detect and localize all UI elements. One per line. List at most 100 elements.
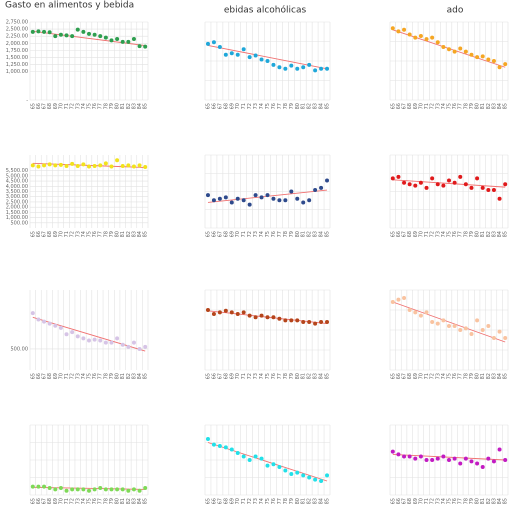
x-tick-label: 83 (313, 498, 319, 504)
x-tick-label: 70 (235, 498, 241, 504)
point (98, 34, 103, 39)
x-tick-label: 77 (98, 373, 104, 379)
x-tick-label: 80 (295, 231, 301, 237)
point (480, 185, 485, 190)
x-tick-label: 79 (469, 231, 475, 237)
point (103, 161, 108, 166)
x-tick-label: 68 (407, 103, 413, 109)
point (247, 55, 252, 60)
point (143, 44, 148, 49)
x-tick-label: 67 (217, 498, 223, 504)
point (115, 158, 120, 163)
point (131, 164, 136, 169)
point (259, 195, 264, 200)
x-tick-label: 71 (64, 103, 70, 109)
x-tick-label: 82 (307, 231, 313, 237)
point (441, 44, 446, 49)
point (289, 318, 294, 323)
x-tick-label: 70 (235, 231, 241, 237)
point (458, 328, 463, 332)
x-tick-label: 71 (424, 498, 430, 504)
x-tick-label: 84 (319, 231, 325, 237)
point (503, 336, 508, 340)
point (120, 39, 125, 44)
y-tick-label: 1,250.00 (6, 62, 28, 68)
point (131, 487, 136, 492)
x-tick-label: 81 (480, 103, 486, 109)
point (58, 325, 63, 330)
x-tick-label: 77 (458, 373, 464, 379)
x-tick-label: 80 (475, 373, 481, 379)
point (70, 161, 75, 166)
x-tick-label: 78 (463, 373, 469, 379)
point (81, 336, 86, 341)
x-tick-label: 73 (435, 373, 441, 379)
x-tick-label: 78 (103, 231, 109, 237)
point (475, 461, 480, 466)
point (295, 196, 300, 201)
x-tick-label: 85 (325, 498, 331, 504)
x-tick-label: 67 (42, 498, 48, 504)
point (441, 454, 446, 459)
x-tick-label: 84 (137, 231, 143, 237)
x-tick-label: 82 (126, 498, 132, 504)
x-tick-label: 67 (42, 373, 48, 379)
point (447, 458, 451, 462)
x-tick-label: 85 (143, 231, 149, 237)
point (491, 59, 496, 63)
x-tick-label: 67 (42, 231, 48, 237)
x-tick-label: 69 (53, 103, 59, 109)
point (92, 337, 97, 342)
x-tick-label: 83 (131, 498, 137, 504)
x-tick-label: 69 (53, 231, 59, 237)
point (325, 473, 330, 478)
point (301, 65, 306, 70)
x-tick-label: 81 (480, 231, 486, 237)
point (229, 51, 234, 56)
x-tick-label: 80 (475, 103, 481, 109)
point (396, 452, 401, 457)
point (283, 198, 288, 203)
x-tick-label: 70 (418, 103, 424, 109)
point (75, 487, 80, 492)
x-tick-label: 72 (430, 103, 436, 109)
x-tick-label: 75 (87, 103, 93, 109)
x-tick-label: 69 (413, 498, 419, 504)
x-tick-label: 81 (301, 498, 307, 504)
point (480, 328, 485, 332)
trend-line (32, 30, 146, 46)
point (143, 164, 148, 169)
point (47, 321, 52, 326)
point (271, 62, 276, 67)
point (115, 37, 120, 42)
x-tick-label: 83 (131, 231, 137, 237)
point (223, 445, 228, 450)
x-tick-label: 71 (241, 103, 247, 109)
point (277, 198, 282, 203)
x-tick-label: 75 (87, 373, 93, 379)
point (313, 321, 318, 326)
point (301, 320, 306, 324)
point (424, 310, 429, 315)
point (486, 188, 491, 193)
point (313, 477, 318, 482)
x-tick-label: 71 (424, 103, 430, 109)
point (435, 321, 440, 326)
x-tick-label: 81 (120, 103, 126, 109)
point (503, 182, 508, 187)
point (47, 486, 52, 490)
point (469, 459, 474, 464)
point (413, 183, 418, 188)
x-tick-label: 68 (223, 231, 229, 237)
point (47, 162, 52, 167)
point (319, 185, 324, 190)
x-tick-label: 76 (452, 103, 458, 109)
point (36, 484, 41, 489)
point (109, 340, 114, 345)
x-tick-label: 73 (75, 231, 81, 237)
x-tick-label: 77 (277, 231, 283, 237)
x-tick-label: 72 (430, 498, 436, 504)
x-tick-label: 73 (75, 498, 81, 504)
x-tick-label: 84 (137, 498, 143, 504)
point (390, 300, 395, 304)
